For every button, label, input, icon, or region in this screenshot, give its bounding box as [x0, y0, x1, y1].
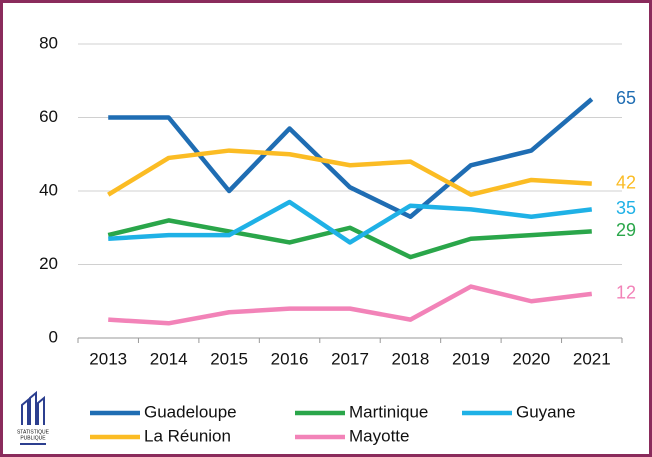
series-line — [108, 97, 594, 219]
x-tick-label: 2021 — [573, 349, 611, 368]
y-tick-label: 20 — [39, 254, 58, 273]
x-tick-label: 2018 — [392, 349, 430, 368]
series-line — [108, 199, 593, 245]
x-tick-label: 2019 — [452, 349, 490, 368]
x-tick-label: 2017 — [331, 349, 369, 368]
x-tick-label: 2014 — [150, 349, 188, 368]
end-label: 35 — [616, 198, 636, 218]
legend-label: La Réunion — [144, 426, 231, 445]
legend-label: Mayotte — [349, 426, 409, 445]
logo-text: PUBLIQUE — [20, 435, 46, 441]
x-tick-label: 2020 — [512, 349, 550, 368]
y-tick-label: 0 — [49, 327, 58, 346]
end-label: 65 — [616, 88, 636, 108]
series-line — [107, 218, 592, 260]
logo-text: STATISTIQUE — [17, 429, 50, 435]
legend-label: Martinique — [349, 402, 428, 421]
x-tick-label: 2013 — [89, 349, 127, 368]
end-label: 29 — [616, 220, 636, 240]
series-line — [107, 148, 592, 197]
y-tick-label: 60 — [39, 107, 58, 126]
x-tick-label: 2015 — [210, 349, 248, 368]
logo: STATISTIQUE PUBLIQUE — [17, 390, 50, 445]
legend-label: Guyane — [516, 402, 576, 421]
legend-label: Guadeloupe — [144, 402, 237, 421]
x-tick-label: 2016 — [271, 349, 309, 368]
series-line — [108, 284, 593, 326]
y-tick-label: 80 — [39, 33, 58, 52]
y-tick-label: 40 — [39, 180, 58, 199]
end-label: 12 — [616, 283, 636, 303]
end-label: 42 — [616, 172, 636, 192]
